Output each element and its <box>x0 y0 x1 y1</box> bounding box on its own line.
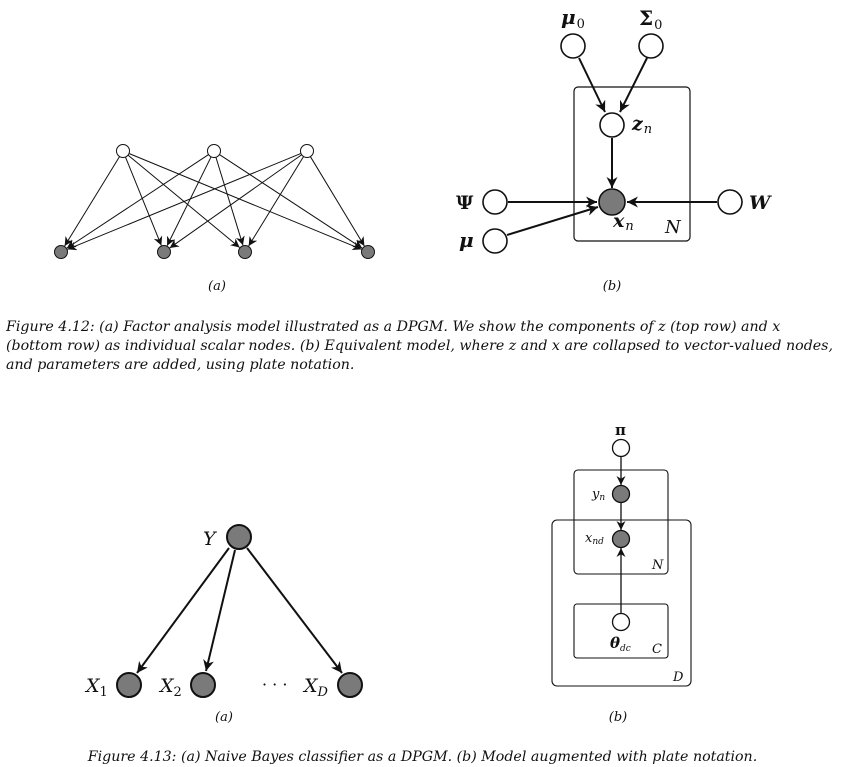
plate-d-label: D <box>672 670 684 685</box>
node-pi <box>611 438 631 458</box>
label-sigma0: Σ0 <box>639 6 662 33</box>
node-x2-observed <box>157 245 171 259</box>
node-z2 <box>207 144 221 158</box>
label-theta-dc: θdc <box>610 634 631 654</box>
naive-bayes-plate-graph: π yn xnd θdc N C D <box>551 421 692 687</box>
label-x1: X1 <box>84 675 108 700</box>
figure-4-13-caption: Figure 4.13: (a) Naive Bayes classifier … <box>87 749 758 765</box>
node-xnd-observed <box>611 529 631 549</box>
label-ellipsis: · · · <box>262 675 287 694</box>
edge-z3-to-x4 <box>309 156 365 247</box>
label-pi: π <box>615 421 626 439</box>
label-xnd: xnd <box>585 531 604 547</box>
edge-z2-to-x4 <box>219 154 363 249</box>
edge-z2-to-x3 <box>215 157 245 246</box>
node-x4-observed <box>361 245 375 259</box>
label-zn: zn <box>631 113 652 137</box>
node-x1-observed <box>116 672 142 698</box>
node-zn <box>599 112 625 138</box>
naive-bayes-graph: Y X1 X2 · · · XD <box>84 524 363 700</box>
factor-analysis-plate-graph: μ0 Σ0 zn xn Ψ μ W N <box>456 5 772 254</box>
node-psi <box>482 189 508 215</box>
label-w: W <box>749 192 772 214</box>
label-y: Y <box>203 528 218 550</box>
label-mu: μ <box>459 228 474 252</box>
node-z1 <box>116 144 130 158</box>
node-sigma0 <box>638 33 664 59</box>
edge-z3-to-x2 <box>169 154 302 249</box>
edge-y-to-x1 <box>136 547 230 674</box>
edge-mu0-to-zn <box>578 57 606 113</box>
node-x2-observed <box>190 672 216 698</box>
label-psi: Ψ <box>456 192 474 214</box>
edge-z2-to-x2 <box>166 156 212 246</box>
edge-z3-to-x1 <box>67 153 302 251</box>
edge-z3-to-x3 <box>248 156 305 247</box>
edge-z1-to-x4 <box>128 153 362 251</box>
factor-analysis-scalar-graph <box>54 144 375 259</box>
label-xn: xn <box>612 210 634 234</box>
edge-z1-to-x1 <box>64 156 121 247</box>
edge-mu-to-xn <box>506 204 599 236</box>
figure-4-12-caption: Figure 4.12: (a) Factor analysis model i… <box>6 319 833 373</box>
label-mu0: μ0 <box>561 5 585 32</box>
node-yn-observed <box>611 484 631 504</box>
node-x1-observed <box>54 245 68 259</box>
node-x3-observed <box>238 245 252 259</box>
plate-n-label: N <box>664 217 682 238</box>
node-theta-dc <box>611 612 631 632</box>
edge-sigma0-to-zn <box>619 57 648 113</box>
label-xd: XD <box>302 675 329 700</box>
node-xn-observed <box>598 188 626 216</box>
node-y-observed <box>226 524 252 550</box>
edge-z1-to-x2 <box>124 156 163 246</box>
label-x2: X2 <box>158 675 182 700</box>
edge-y-to-xd <box>246 547 343 674</box>
node-z3 <box>300 144 314 158</box>
fig13-panel-b-label: (b) <box>608 710 628 725</box>
plate-n-label: N <box>651 558 664 573</box>
edge-z2-to-x1 <box>66 154 209 249</box>
plate-c-label: C <box>652 642 662 657</box>
node-mu <box>482 228 508 254</box>
fig12-panel-b-label: (b) <box>602 279 622 294</box>
edge-y-to-x2 <box>203 549 236 672</box>
node-w <box>717 189 743 215</box>
node-xd-observed <box>337 672 363 698</box>
fig12-panel-a-label: (a) <box>208 279 226 294</box>
fig13-panel-a-label: (a) <box>215 710 233 725</box>
label-yn: yn <box>591 487 605 503</box>
node-mu0 <box>560 33 586 59</box>
